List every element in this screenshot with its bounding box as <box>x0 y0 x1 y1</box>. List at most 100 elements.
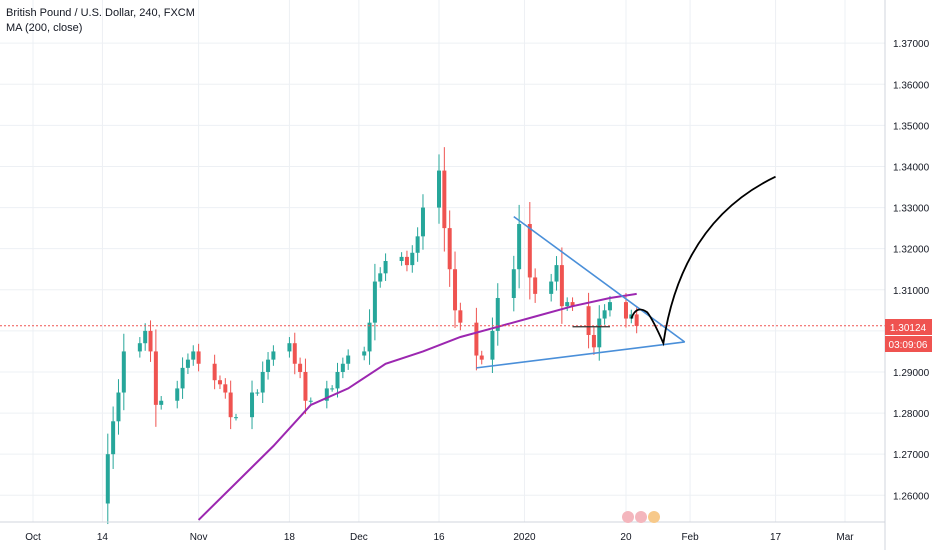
candle-body <box>511 269 516 298</box>
x-tick-label: Mar <box>836 532 854 543</box>
indicator-label[interactable]: MA (200, close) <box>6 22 83 34</box>
moving-average <box>197 292 637 521</box>
candle-body <box>565 302 570 307</box>
candle-body <box>437 170 441 208</box>
y-tick-label: 1.33000 <box>893 204 930 215</box>
candle-body <box>143 330 148 344</box>
candle-body <box>324 388 329 401</box>
candle-body <box>527 224 532 278</box>
y-tick-label: 1.26000 <box>893 491 930 502</box>
candle-body <box>623 302 628 319</box>
candle-body <box>495 297 500 331</box>
y-tick-label: 1.35000 <box>893 121 930 132</box>
candle-body <box>570 302 575 307</box>
candle-body <box>453 269 458 311</box>
candle-body <box>479 355 484 360</box>
y-tick-label: 1.37000 <box>893 39 930 50</box>
y-tick-label: 1.36000 <box>893 80 930 91</box>
x-tick-label: 14 <box>97 532 109 543</box>
y-tick-label: 1.29000 <box>893 368 930 379</box>
candle-body <box>308 400 313 402</box>
y-tick-label: 1.31000 <box>893 286 930 297</box>
candle-body <box>554 265 559 282</box>
candle-body <box>399 256 404 261</box>
candle-body <box>111 421 116 455</box>
watermark-logo <box>622 511 660 523</box>
candle-body <box>383 261 388 274</box>
candle-body <box>153 351 158 405</box>
candle-body <box>586 306 591 335</box>
candle-body <box>250 392 255 418</box>
candle-body <box>597 318 602 348</box>
candle-body <box>559 265 564 307</box>
candle-body <box>180 367 185 389</box>
y-tick-label: 1.27000 <box>893 450 930 461</box>
candle-body <box>335 371 340 389</box>
candle-body <box>372 281 377 323</box>
candle-body <box>196 351 201 364</box>
x-tick-label: 18 <box>284 532 296 543</box>
candle-body <box>549 281 554 294</box>
x-tick-label: Nov <box>190 532 208 543</box>
candle-body <box>367 322 372 352</box>
candle-body <box>404 256 409 266</box>
x-tick-label: Oct <box>25 532 41 543</box>
candle-body <box>602 310 607 319</box>
candle-body <box>116 392 121 422</box>
candle-body <box>191 351 196 360</box>
candle-body <box>137 343 142 352</box>
candle-body <box>159 400 164 405</box>
x-tick-label: 2020 <box>513 532 536 543</box>
lower-trendline <box>476 341 685 369</box>
candle-body <box>234 417 238 419</box>
candle-body <box>340 363 345 372</box>
y-tick-label: 1.28000 <box>893 409 930 420</box>
candle-body <box>217 380 222 385</box>
last-price-label: 1.30124 <box>890 323 927 334</box>
candle-body <box>420 207 425 237</box>
candle-body <box>255 392 260 394</box>
candle-body <box>533 277 538 294</box>
projection-path <box>630 175 776 347</box>
x-tick-label: Dec <box>350 532 368 543</box>
logo-circle-2 <box>635 511 647 523</box>
candle-body <box>271 351 276 360</box>
candle-body <box>474 322 479 356</box>
candle-body <box>105 454 110 504</box>
x-tick-label: 16 <box>433 532 445 543</box>
grid-lines <box>0 0 885 522</box>
candle-body <box>362 351 367 356</box>
candle-body <box>378 273 383 282</box>
last-price-badge <box>885 319 932 335</box>
price-badge-group: 1.30124 03:09:06 <box>885 319 932 352</box>
candle-body <box>148 330 153 352</box>
ma-line <box>197 292 637 521</box>
logo-circle-1 <box>622 511 634 523</box>
candle-body <box>442 170 447 229</box>
symbol-title[interactable]: British Pound / U.S. Dollar, 240, FXCM <box>6 7 195 19</box>
candle-body <box>410 252 415 266</box>
candle-body <box>185 359 190 368</box>
candle-body <box>266 359 271 372</box>
candle-body <box>287 343 292 352</box>
drawings <box>0 175 885 369</box>
candle-body <box>175 388 180 401</box>
countdown-label: 03:09:06 <box>889 340 928 351</box>
candle-body <box>591 334 596 348</box>
candle-body <box>212 363 217 381</box>
candle-body <box>415 236 420 253</box>
candle-body <box>260 371 265 393</box>
candle-body <box>330 388 335 390</box>
candle-body <box>490 330 495 360</box>
y-tick-label: 1.32000 <box>893 245 930 256</box>
countdown-badge <box>885 336 932 352</box>
candle-body <box>292 343 297 364</box>
logo-circle-3 <box>648 511 660 523</box>
candle-body <box>228 392 233 418</box>
upper-trendline <box>513 215 686 343</box>
x-tick-label: 17 <box>770 532 782 543</box>
candle-body <box>517 224 522 270</box>
